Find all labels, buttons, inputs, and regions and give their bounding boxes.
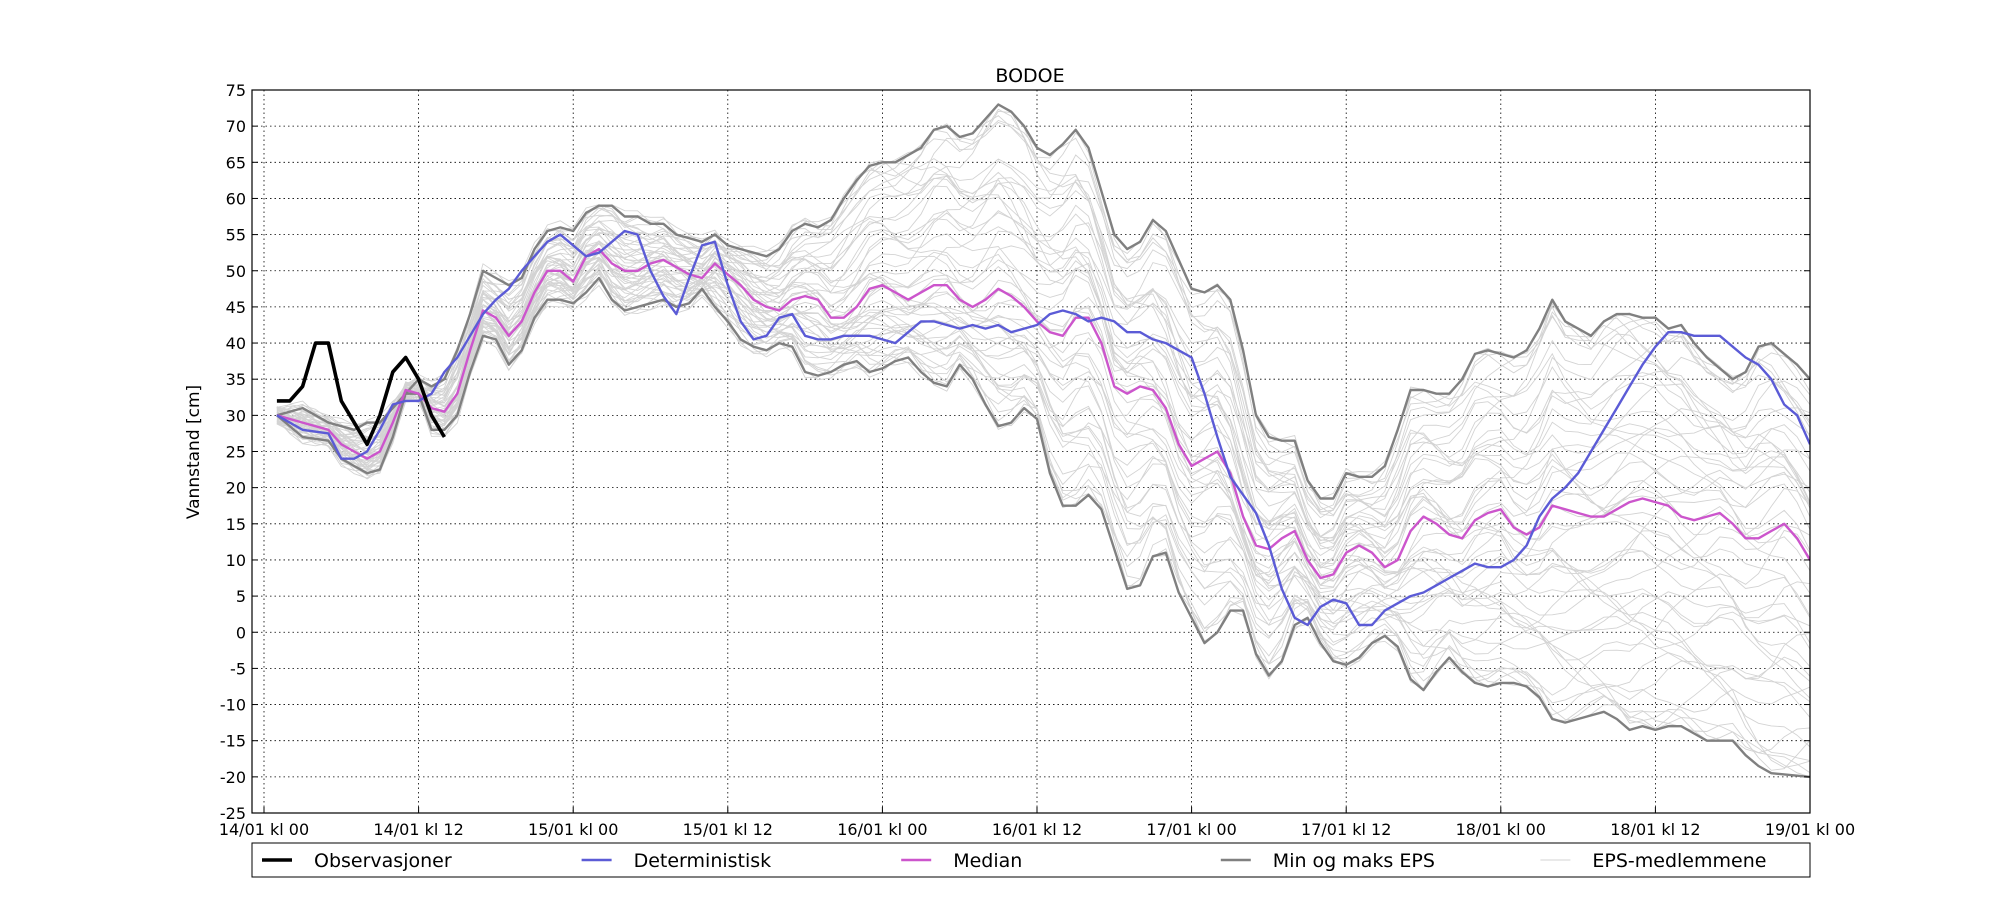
x-tick-label: 14/01 kl 00 (219, 820, 309, 839)
x-tick-label: 18/01 kl 00 (1456, 820, 1546, 839)
y-axis-ticks: -25 -20 -15 -10 -5 0 5 10 15 20 25 30 35 40 45 50 55 60 65… (220, 81, 1810, 823)
x-tick-label: 16/01 kl 12 (992, 820, 1082, 839)
eps-member-line (276, 158, 1810, 586)
y-tick-label: -5 (230, 659, 246, 678)
eps-member-line (276, 115, 1810, 550)
eps-member-line (276, 230, 1810, 565)
y-tick-label: 45 (226, 298, 246, 317)
y-tick-label: 15 (226, 515, 246, 534)
eps-member-line (276, 212, 1810, 615)
y-tick-label: -20 (220, 768, 246, 787)
legend: Observasjoner Deterministisk Median Min og … (251, 842, 1811, 878)
eps-member-line (276, 103, 1810, 517)
eps-member-line (276, 264, 1810, 778)
y-tick-label: 40 (226, 334, 246, 353)
series-line-min-eps (276, 276, 1810, 779)
x-tick-label: 18/01 kl 12 (1610, 820, 1700, 839)
eps-member-line (276, 259, 1810, 748)
y-axis-label: Vannstand [cm] (184, 385, 204, 519)
legend-label: Deterministisk (634, 850, 772, 872)
y-tick-label: 5 (236, 587, 246, 606)
legend-label: Min og maks EPS (1273, 850, 1435, 872)
eps-member-line (276, 238, 1810, 616)
y-tick-label: -10 (220, 696, 246, 715)
series-line-deterministisk (276, 229, 1810, 627)
legend-label: Median (953, 850, 1022, 872)
y-tick-label: 70 (226, 117, 246, 136)
eps-member-lines (276, 103, 1810, 778)
eps-member-line (276, 108, 1810, 516)
x-tick-label: 17/01 kl 12 (1301, 820, 1391, 839)
y-tick-label: 75 (226, 81, 246, 100)
series-line-median (276, 247, 1810, 580)
y-tick-label: 30 (226, 406, 246, 425)
y-tick-label: 55 (226, 226, 246, 245)
y-tick-label: 0 (236, 623, 246, 642)
eps-member-line (276, 181, 1810, 499)
eps-member-line (276, 259, 1810, 647)
x-tick-label: 15/01 kl 12 (683, 820, 773, 839)
series-line-maks-eps (276, 103, 1810, 500)
y-tick-label: 60 (226, 189, 246, 208)
y-tick-label: 20 (226, 479, 246, 498)
x-tick-label: 17/01 kl 00 (1146, 820, 1236, 839)
x-tick-label: 16/01 kl 00 (837, 820, 927, 839)
eps-member-line (276, 226, 1810, 572)
y-tick-label: 65 (226, 153, 246, 172)
y-tick-label: -15 (220, 732, 246, 751)
y-tick-label: -25 (220, 804, 246, 823)
legend-label: EPS-medlemmene (1592, 850, 1766, 872)
y-tick-label: 50 (226, 262, 246, 281)
y-tick-label: 35 (226, 370, 246, 389)
y-tick-label: 25 (226, 443, 246, 462)
eps-member-line (276, 278, 1810, 667)
eps-member-line (276, 110, 1810, 542)
x-axis-ticks: 14/01 kl 00 14/01 kl 12 15/01 kl 00 15/01 k… (219, 807, 1855, 839)
series-lines (276, 103, 1810, 779)
eps-member-line (276, 243, 1810, 582)
series-line-observasjoner (276, 341, 446, 447)
y-tick-label: 10 (226, 551, 246, 570)
eps-member-line (276, 159, 1810, 513)
legend-label: Observasjoner (314, 850, 452, 872)
eps-member-line (276, 273, 1810, 624)
eps-member-line (276, 252, 1810, 667)
x-tick-label: 15/01 kl 00 (528, 820, 618, 839)
legend-frame (251, 842, 1811, 878)
eps-member-line (276, 248, 1810, 650)
chart-title: BODOE (995, 65, 1064, 87)
x-tick-label: 19/01 kl 00 (1765, 820, 1855, 839)
x-tick-label: 14/01 kl 12 (373, 820, 463, 839)
